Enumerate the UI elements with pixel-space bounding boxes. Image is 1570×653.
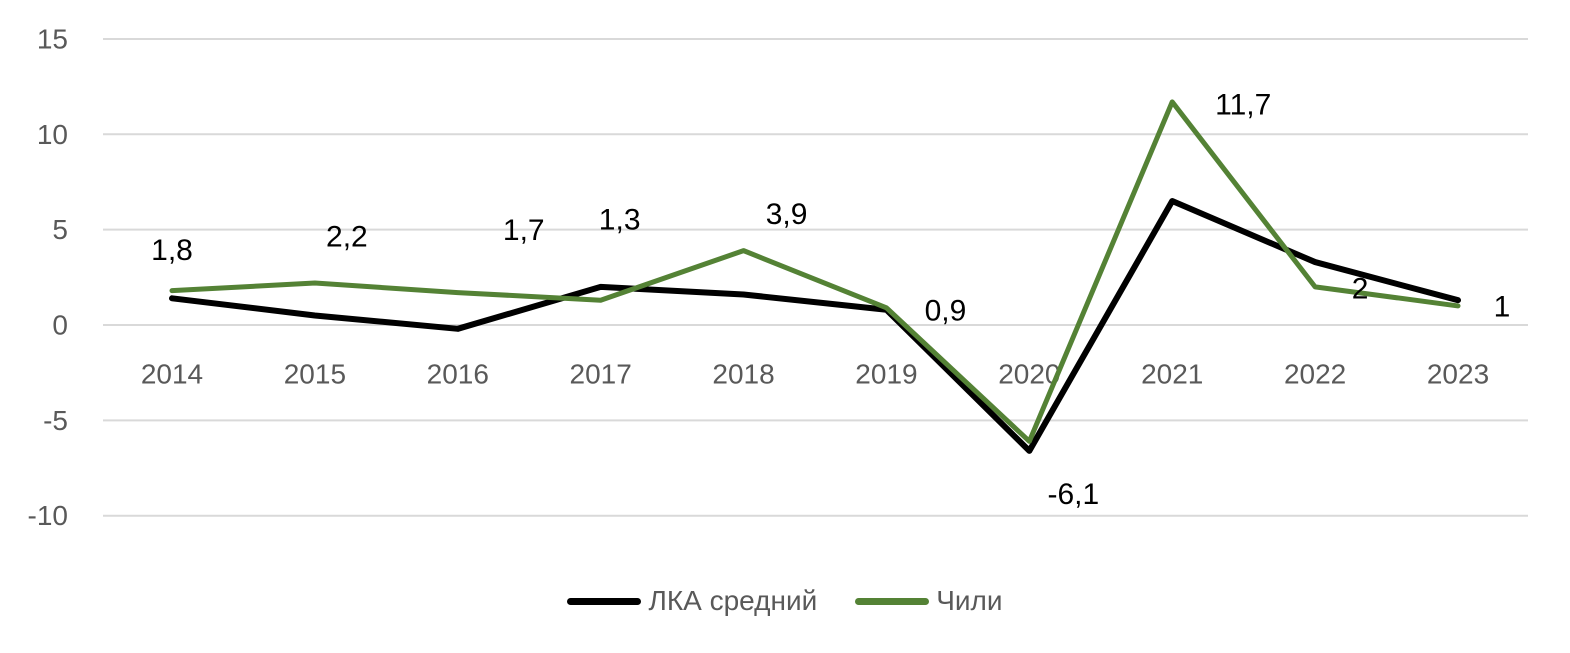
x-tick-label: 2021 <box>1141 359 1203 390</box>
x-tick-label: 2016 <box>427 359 489 390</box>
y-tick-label: 0 <box>52 310 68 341</box>
data-label-chile: 11,7 <box>1215 88 1271 121</box>
y-tick-label: -10 <box>28 500 68 531</box>
data-label-chile: 0,9 <box>925 294 967 327</box>
data-label-chile: -6,1 <box>1047 478 1099 511</box>
chart-legend: ЛКА средний Чили <box>0 585 1570 617</box>
y-tick-label: -5 <box>43 405 68 436</box>
x-tick-label: 2019 <box>855 359 917 390</box>
x-tick-label: 2017 <box>570 359 632 390</box>
x-tick-label: 2018 <box>712 359 774 390</box>
legend-item-lka-avg: ЛКА средний <box>567 585 817 617</box>
data-label-chile: 1,3 <box>599 204 641 237</box>
x-tick-label: 2022 <box>1284 359 1346 390</box>
data-label-chile: 2,2 <box>326 221 368 254</box>
y-tick-label: 15 <box>37 23 68 54</box>
legend-line-swatch-green <box>855 597 930 605</box>
x-tick-label: 2015 <box>284 359 346 390</box>
legend-label-lka-avg: ЛКА средний <box>648 585 818 616</box>
data-label-chile: 1,8 <box>151 234 193 267</box>
x-tick-label: 2020 <box>998 359 1060 390</box>
data-label-chile: 2 <box>1352 272 1369 305</box>
series-line-lka-avg <box>169 198 1462 454</box>
data-label-chile: 1 <box>1494 290 1511 323</box>
x-tick-label: 2023 <box>1427 359 1489 390</box>
x-tick-label: 2014 <box>141 359 203 390</box>
y-tick-label: 10 <box>37 119 68 150</box>
legend-label-chile: Чили <box>936 585 1003 616</box>
legend-item-chile: Чили <box>855 585 1003 617</box>
y-tick-label: 5 <box>52 214 68 245</box>
series-line-chile <box>169 99 1461 444</box>
data-label-chile: 1,7 <box>503 214 545 247</box>
legend-line-swatch-black <box>567 597 642 605</box>
data-label-chile: 3,9 <box>766 198 808 231</box>
